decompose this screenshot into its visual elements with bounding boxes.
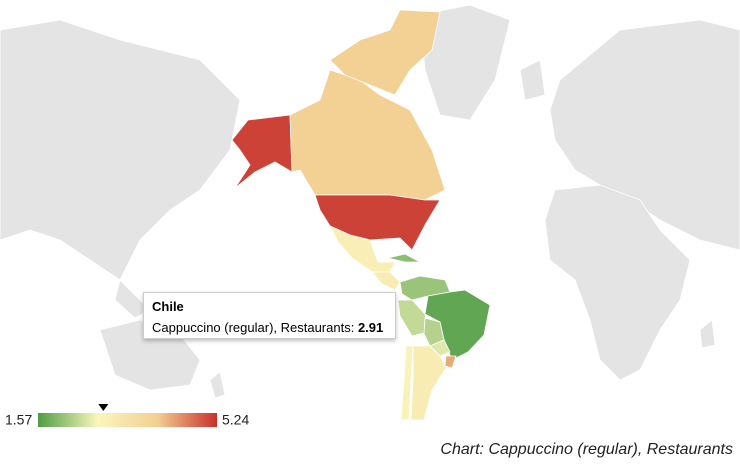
legend-max-label: 5.24 bbox=[222, 412, 249, 428]
chart-caption: Chart: Cappuccino (regular), Restaurants bbox=[440, 441, 733, 458]
color-legend: 1.57 5.24 bbox=[5, 404, 249, 428]
region bbox=[387, 253, 421, 263]
region bbox=[289, 69, 446, 201]
tooltip-row: Cappuccino (regular), Restaurants: 2.91 bbox=[152, 320, 384, 335]
legend-min-label: 1.57 bbox=[5, 412, 32, 428]
tooltip-value: 2.91 bbox=[357, 320, 384, 335]
legend-marker bbox=[98, 404, 109, 411]
region bbox=[397, 299, 429, 337]
region bbox=[424, 289, 491, 361]
region bbox=[444, 355, 457, 369]
background-land bbox=[0, 4, 740, 399]
tooltip: Chile Cappuccino (regular), Restaurants:… bbox=[143, 292, 396, 339]
region bbox=[371, 271, 401, 291]
region bbox=[329, 9, 441, 96]
region bbox=[314, 194, 441, 251]
regions bbox=[231, 9, 491, 421]
tooltip-title: Chile bbox=[152, 299, 184, 314]
region bbox=[329, 225, 396, 273]
tooltip-series: Cappuccino (regular), Restaurants bbox=[152, 320, 351, 335]
color-gradient bbox=[38, 413, 217, 427]
region bbox=[410, 345, 447, 421]
region bbox=[231, 114, 293, 189]
